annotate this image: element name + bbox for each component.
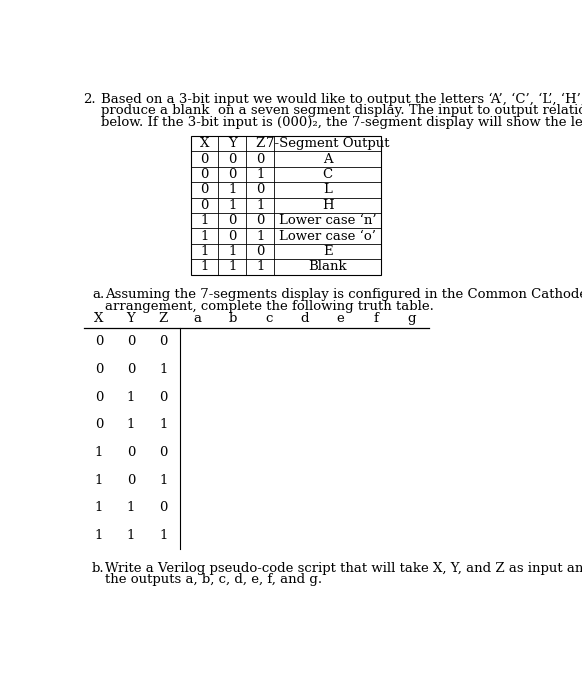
- Text: 1: 1: [228, 183, 237, 197]
- Text: 0: 0: [159, 335, 168, 348]
- Text: 0: 0: [200, 168, 209, 181]
- Text: 1: 1: [159, 474, 168, 486]
- Text: Z: Z: [255, 137, 265, 150]
- Text: produce a blank  on a seven segment display. The input to output relationship is: produce a blank on a seven segment displ…: [101, 104, 582, 118]
- Text: 1: 1: [200, 214, 209, 228]
- Text: e: e: [336, 312, 344, 325]
- Text: b.: b.: [92, 562, 105, 575]
- Text: 0: 0: [200, 183, 209, 197]
- Text: 1: 1: [127, 418, 135, 431]
- Text: 0: 0: [95, 418, 103, 431]
- Text: 1: 1: [127, 529, 135, 542]
- Text: 0: 0: [159, 446, 168, 459]
- Text: arrangement, complete the following truth table.: arrangement, complete the following trut…: [105, 300, 434, 313]
- Text: 0: 0: [256, 245, 264, 258]
- Text: L: L: [323, 183, 332, 197]
- Text: 0: 0: [95, 391, 103, 403]
- Text: 0: 0: [228, 168, 237, 181]
- Text: g: g: [407, 312, 416, 325]
- Text: 1: 1: [200, 260, 209, 274]
- Text: a.: a.: [92, 288, 104, 302]
- Text: 0: 0: [127, 363, 135, 376]
- Text: 1: 1: [127, 501, 135, 514]
- Text: 1: 1: [228, 245, 237, 258]
- Text: A: A: [323, 153, 332, 166]
- Text: Z: Z: [159, 312, 168, 325]
- Text: 0: 0: [95, 363, 103, 376]
- Text: Based on a 3-bit input we would like to output the letters ‘A’, ‘C’, ‘L’, ‘H’, ‘: Based on a 3-bit input we would like to …: [101, 93, 582, 106]
- Text: Y: Y: [228, 137, 237, 150]
- Text: 1: 1: [256, 260, 264, 274]
- Text: 1: 1: [228, 199, 237, 212]
- Text: 0: 0: [159, 391, 168, 403]
- Text: X: X: [94, 312, 104, 325]
- Text: 0: 0: [200, 153, 209, 166]
- Text: 1: 1: [200, 230, 209, 243]
- Text: 7-Segment Output: 7-Segment Output: [266, 137, 389, 150]
- Text: d: d: [300, 312, 308, 325]
- Text: f: f: [373, 312, 378, 325]
- Text: 1: 1: [159, 363, 168, 376]
- Text: 2.: 2.: [84, 93, 96, 106]
- Text: 1: 1: [127, 391, 135, 403]
- Text: 1: 1: [95, 474, 103, 486]
- Text: X: X: [200, 137, 209, 150]
- Text: 0: 0: [95, 335, 103, 348]
- Text: 0: 0: [127, 335, 135, 348]
- Bar: [190, 136, 381, 274]
- Text: Assuming the 7-segments display is configured in the Common Cathode: Assuming the 7-segments display is confi…: [105, 288, 582, 302]
- Text: E: E: [323, 245, 332, 258]
- Text: Lower case ‘o’: Lower case ‘o’: [279, 230, 376, 243]
- Text: 0: 0: [127, 446, 135, 459]
- Text: Blank: Blank: [308, 260, 347, 274]
- Text: 1: 1: [95, 501, 103, 514]
- Text: 0: 0: [256, 183, 264, 197]
- Text: b: b: [229, 312, 237, 325]
- Text: a: a: [194, 312, 201, 325]
- Text: 0: 0: [159, 501, 168, 514]
- Text: H: H: [322, 199, 333, 212]
- Text: 1: 1: [159, 418, 168, 431]
- Text: C: C: [322, 168, 333, 181]
- Text: Lower case ‘n’: Lower case ‘n’: [279, 214, 377, 228]
- Text: 1: 1: [256, 199, 264, 212]
- Text: 0: 0: [200, 199, 209, 212]
- Text: the outputs a, b, c, d, e, f, and g.: the outputs a, b, c, d, e, f, and g.: [105, 573, 322, 586]
- Text: 1: 1: [256, 168, 264, 181]
- Text: 1: 1: [95, 529, 103, 542]
- Text: 1: 1: [159, 529, 168, 542]
- Text: Write a Verilog pseudo-code script that will take X, Y, and Z as input and produ: Write a Verilog pseudo-code script that …: [105, 562, 582, 575]
- Text: 1: 1: [200, 245, 209, 258]
- Text: c: c: [265, 312, 272, 325]
- Text: 0: 0: [228, 230, 237, 243]
- Text: 0: 0: [228, 214, 237, 228]
- Text: 0: 0: [256, 153, 264, 166]
- Text: 0: 0: [127, 474, 135, 486]
- Text: 1: 1: [95, 446, 103, 459]
- Text: 0: 0: [228, 153, 237, 166]
- Text: 1: 1: [228, 260, 237, 274]
- Text: below. If the 3-bit input is (000)₂, the 7-segment display will show the letter : below. If the 3-bit input is (000)₂, the…: [101, 116, 582, 129]
- Text: Y: Y: [126, 312, 135, 325]
- Text: 1: 1: [256, 230, 264, 243]
- Text: 0: 0: [256, 214, 264, 228]
